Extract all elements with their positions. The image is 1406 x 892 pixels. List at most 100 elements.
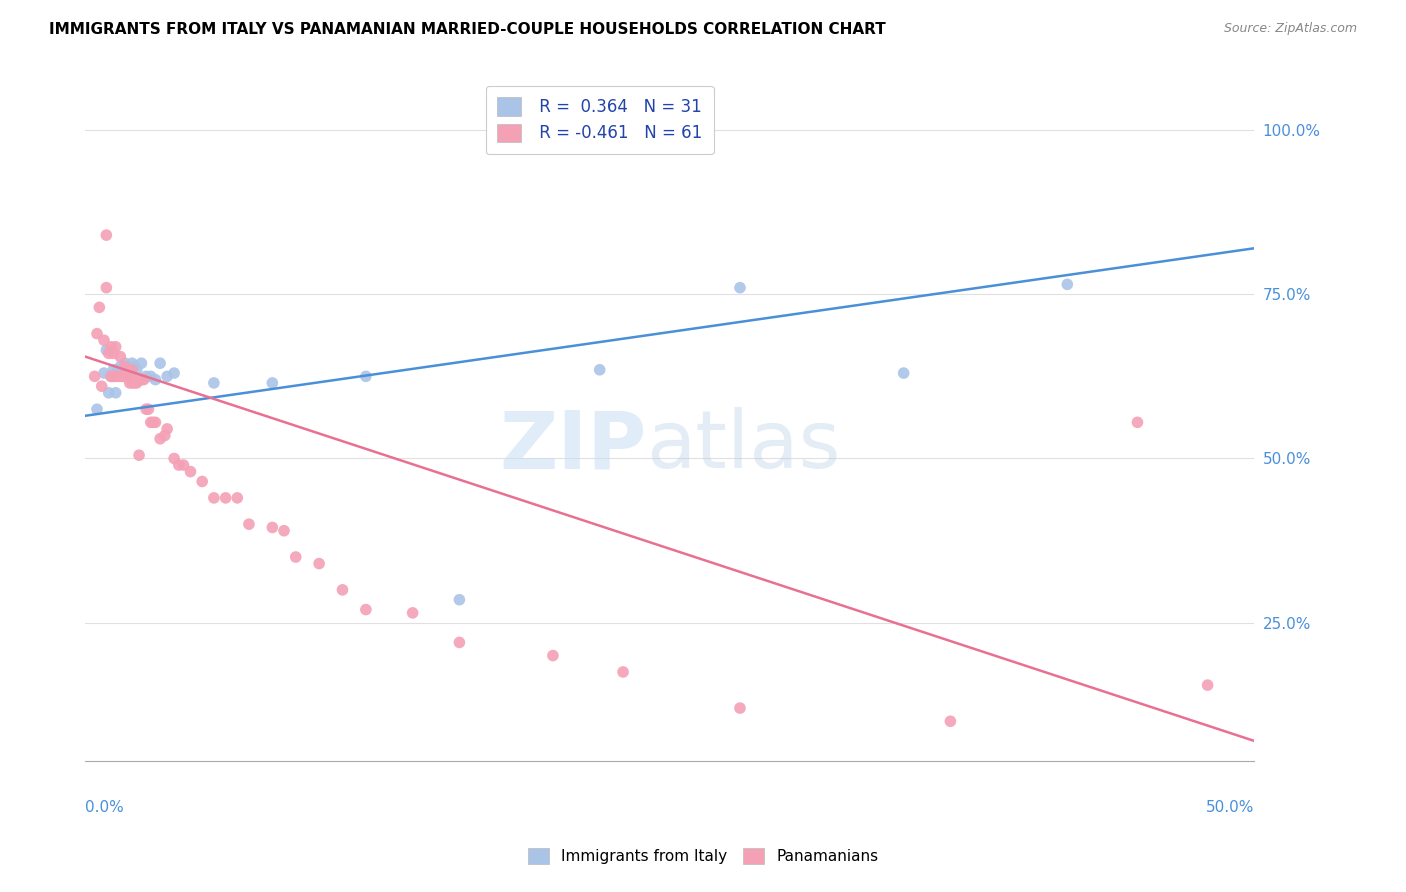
Point (110, 369, 132, 384)
Point (149, 356, 172, 370)
Point (728, 701, 751, 715)
Point (114, 369, 136, 384)
Point (117, 369, 139, 384)
Point (121, 376, 143, 390)
Point (138, 402, 160, 417)
Text: ZIP: ZIP (499, 408, 647, 485)
Legend: Immigrants from Italy, Panamanians: Immigrants from Italy, Panamanians (519, 838, 887, 873)
Point (273, 524, 295, 538)
Point (124, 359, 146, 374)
Point (124, 376, 146, 390)
Point (139, 369, 162, 384)
Point (226, 491, 249, 505)
Point (132, 373, 155, 387)
Point (401, 606, 423, 620)
Point (131, 373, 153, 387)
Point (96, 280, 118, 294)
Point (100, 340, 122, 354)
Point (114, 356, 136, 370)
Point (308, 557, 330, 571)
Point (128, 448, 150, 462)
Text: atlas: atlas (647, 408, 841, 485)
Point (111, 363, 134, 377)
Text: IMMIGRANTS FROM ITALY VS PANAMANIAN MARRIED-COUPLE HOUSEHOLDS CORRELATION CHART: IMMIGRANTS FROM ITALY VS PANAMANIAN MARR… (49, 22, 886, 37)
Point (354, 369, 377, 384)
Point (107, 363, 129, 377)
Point (163, 451, 186, 466)
Point (121, 363, 143, 377)
Point (97, 385, 120, 400)
Point (167, 458, 190, 472)
Point (149, 432, 172, 446)
Point (103, 363, 125, 377)
Point (110, 359, 132, 374)
Point (104, 385, 127, 400)
Point (118, 376, 141, 390)
Point (449, 635, 471, 649)
Point (541, 648, 564, 663)
Point (728, 280, 751, 294)
Point (110, 350, 132, 364)
Point (202, 376, 225, 390)
Point (114, 359, 136, 374)
Point (131, 356, 153, 370)
Point (145, 373, 167, 387)
Point (238, 517, 260, 532)
Point (449, 592, 471, 607)
Point (96, 228, 118, 243)
Point (118, 369, 141, 384)
Point (117, 366, 139, 380)
Point (1197, 678, 1219, 692)
Point (893, 366, 915, 380)
Point (125, 376, 148, 390)
Point (153, 428, 176, 442)
Point (93, 366, 115, 380)
Text: 0.0%: 0.0% (86, 799, 124, 814)
Point (939, 714, 962, 729)
Point (135, 369, 157, 384)
Legend:  R =  0.364   N = 31,  R = -0.461   N = 61: R = 0.364 N = 31, R = -0.461 N = 61 (485, 86, 714, 154)
Point (100, 369, 122, 384)
Point (612, 665, 634, 679)
Point (142, 415, 165, 429)
Point (145, 415, 167, 429)
Point (202, 491, 225, 505)
Point (103, 369, 125, 384)
Point (107, 369, 129, 384)
Point (214, 491, 236, 505)
Point (589, 363, 612, 377)
Point (103, 346, 125, 360)
Point (262, 376, 284, 390)
Point (121, 356, 143, 370)
Point (96, 343, 118, 357)
Point (125, 363, 148, 377)
Point (354, 602, 377, 616)
Point (180, 465, 202, 479)
Point (89, 301, 111, 315)
Point (332, 582, 354, 597)
Point (97, 346, 120, 360)
Point (86, 402, 108, 417)
Point (262, 520, 284, 534)
Point (125, 373, 148, 387)
Point (104, 340, 127, 354)
Point (139, 415, 162, 429)
Point (135, 402, 157, 417)
Point (173, 458, 195, 472)
Point (86, 326, 108, 341)
Point (156, 422, 179, 436)
Point (163, 366, 186, 380)
Point (104, 369, 127, 384)
Text: Source: ZipAtlas.com: Source: ZipAtlas.com (1223, 22, 1357, 36)
Point (93, 333, 115, 347)
Point (83, 369, 105, 384)
Point (1126, 415, 1149, 429)
Point (111, 369, 134, 384)
Point (156, 369, 179, 384)
Point (90, 379, 112, 393)
Point (1056, 277, 1078, 292)
Point (191, 475, 214, 489)
Text: 50.0%: 50.0% (1206, 799, 1254, 814)
Point (284, 549, 307, 564)
Point (100, 369, 122, 384)
